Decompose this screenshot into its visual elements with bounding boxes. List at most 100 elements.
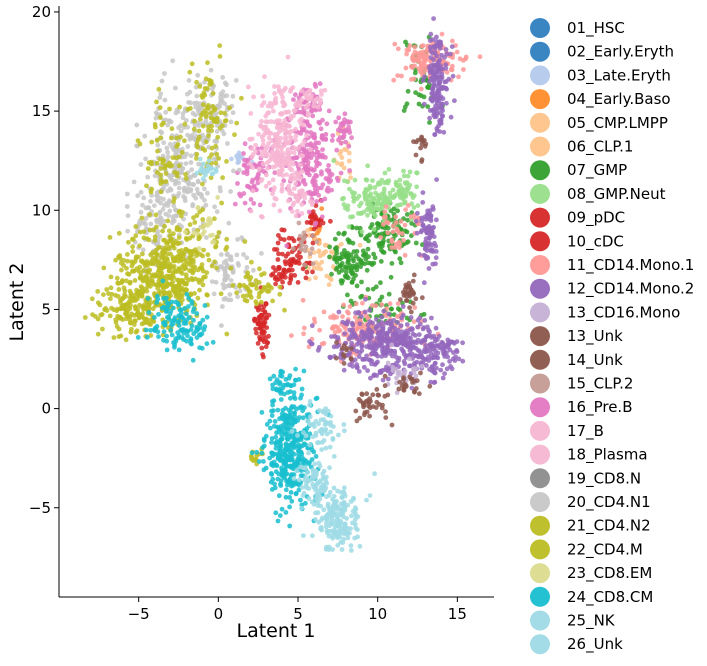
data-point <box>403 334 408 339</box>
data-point <box>220 175 226 181</box>
data-point <box>329 187 334 193</box>
data-point <box>411 272 417 278</box>
data-point <box>263 113 269 119</box>
data-point <box>328 314 333 320</box>
data-point <box>224 244 230 250</box>
data-point <box>362 309 368 315</box>
legend-marker <box>530 207 550 228</box>
data-point <box>130 249 136 254</box>
data-point <box>113 320 119 325</box>
data-point <box>419 363 425 369</box>
data-point <box>220 282 226 287</box>
data-point <box>102 307 107 313</box>
data-point <box>428 31 434 37</box>
data-point <box>299 211 305 216</box>
data-point <box>370 350 375 356</box>
data-point <box>187 222 193 228</box>
data-point <box>138 209 144 215</box>
data-point <box>176 209 182 215</box>
legend-marker <box>530 136 550 157</box>
data-point <box>217 43 223 48</box>
data-point <box>184 237 190 242</box>
data-point <box>308 96 314 102</box>
data-point <box>214 152 220 157</box>
data-point <box>437 120 443 125</box>
data-point <box>290 256 296 262</box>
data-point <box>253 282 259 288</box>
data-point <box>435 92 440 98</box>
data-point <box>154 160 160 166</box>
data-point <box>321 507 327 513</box>
data-point <box>260 288 266 293</box>
data-point <box>153 212 159 218</box>
data-points <box>82 16 483 553</box>
data-point <box>288 173 294 179</box>
data-point <box>330 496 335 502</box>
data-point <box>427 115 432 121</box>
data-point <box>285 390 291 395</box>
data-point <box>358 264 363 270</box>
data-point <box>369 222 375 227</box>
data-point <box>190 357 196 363</box>
legend-label: 11_CD14.Mono.1 <box>567 256 694 275</box>
data-point <box>236 150 242 156</box>
data-point <box>379 314 384 320</box>
data-point <box>317 327 322 333</box>
data-point <box>341 422 347 427</box>
data-point <box>335 514 341 520</box>
data-point <box>280 270 286 275</box>
data-point <box>393 249 398 255</box>
data-point <box>308 220 314 226</box>
data-point <box>340 128 346 134</box>
data-point <box>156 259 162 265</box>
data-point <box>304 133 309 138</box>
data-point <box>286 198 291 204</box>
data-point <box>402 104 408 110</box>
data-point <box>349 135 354 141</box>
data-point <box>306 209 312 215</box>
data-point <box>367 193 373 199</box>
data-point <box>324 474 329 480</box>
data-point <box>387 338 393 343</box>
data-point <box>268 119 274 124</box>
data-point <box>132 318 138 324</box>
data-point <box>397 256 403 262</box>
legend-marker <box>530 278 550 299</box>
data-point <box>304 220 310 225</box>
legend-item: 23_CD8.EM <box>530 563 652 584</box>
data-point <box>305 469 310 475</box>
legend-label: 23_CD8.EM <box>567 564 652 583</box>
data-point <box>333 266 339 272</box>
data-point <box>124 278 129 284</box>
data-point <box>408 64 414 69</box>
data-point <box>375 192 381 198</box>
data-point <box>313 433 319 438</box>
data-point <box>378 329 383 334</box>
legend-label: 16_Pre.B <box>567 398 633 417</box>
data-point <box>383 204 389 210</box>
data-point <box>365 234 370 239</box>
data-point <box>223 296 229 301</box>
data-point <box>440 362 445 368</box>
data-point <box>280 407 286 413</box>
data-point <box>384 334 390 340</box>
data-point <box>270 271 276 277</box>
series-24_CD8.CM <box>135 278 331 529</box>
data-point <box>375 359 380 365</box>
data-point <box>322 488 327 494</box>
data-point <box>364 329 370 335</box>
data-point <box>335 335 341 340</box>
data-point <box>362 335 368 341</box>
data-point <box>349 340 354 346</box>
data-point <box>310 269 315 275</box>
legend-item: 07_GMP <box>530 160 627 181</box>
data-point <box>298 473 304 478</box>
data-point <box>120 295 126 301</box>
data-point <box>195 295 201 301</box>
data-point <box>273 281 278 287</box>
data-point <box>382 383 388 389</box>
data-point <box>200 181 205 187</box>
data-point <box>144 319 150 325</box>
data-point <box>183 161 189 167</box>
data-point <box>170 214 176 220</box>
